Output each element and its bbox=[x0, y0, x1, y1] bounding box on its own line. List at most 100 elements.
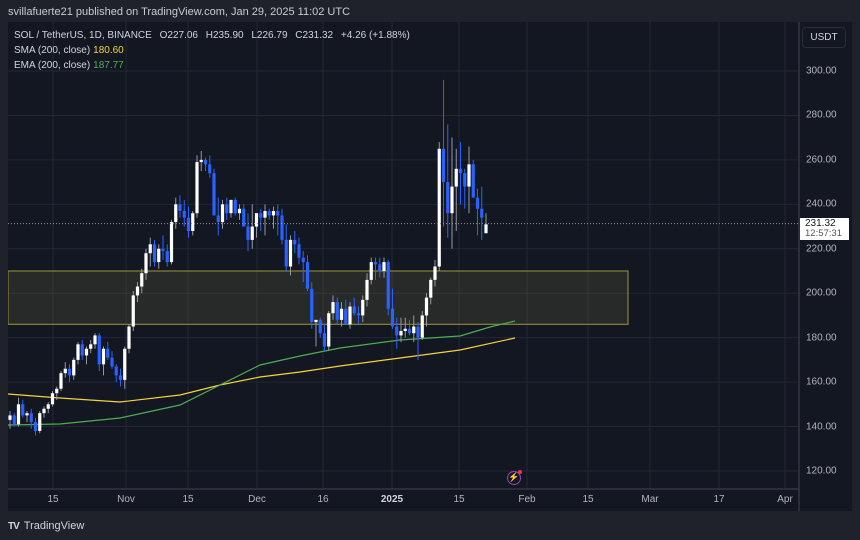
candle-down bbox=[208, 164, 212, 174]
symbol-title: SOL / TetherUS, 1D, BINANCE bbox=[14, 30, 152, 41]
candle-up bbox=[433, 266, 437, 280]
candle-up bbox=[237, 208, 242, 214]
time-axis-label: 17 bbox=[713, 494, 725, 505]
candle-up bbox=[8, 415, 12, 420]
candle-up bbox=[365, 279, 369, 300]
candle-up bbox=[484, 224, 488, 234]
candle-up bbox=[101, 348, 106, 365]
sma-label: SMA (200, close) bbox=[14, 45, 91, 56]
candle-down bbox=[344, 308, 348, 325]
time-axis-label: Apr bbox=[777, 494, 793, 505]
candle-up bbox=[420, 315, 424, 338]
ema-label: EMA (200, close) bbox=[14, 60, 91, 71]
candle-up bbox=[131, 295, 135, 327]
time-axis-label: 16 bbox=[317, 494, 329, 505]
candle-up bbox=[191, 213, 195, 231]
candle-up bbox=[220, 204, 225, 223]
current-price: 231.32 bbox=[805, 218, 836, 229]
candle-up bbox=[314, 319, 318, 323]
candle-up bbox=[135, 286, 140, 296]
candle-down bbox=[335, 302, 339, 320]
candle-down bbox=[216, 215, 220, 223]
candle-up bbox=[127, 326, 131, 349]
time-axis-label: Nov bbox=[117, 494, 135, 505]
candle-up bbox=[93, 335, 97, 345]
candle-down bbox=[284, 239, 288, 267]
candle-down bbox=[293, 239, 297, 245]
candle-up bbox=[144, 253, 148, 274]
candle-up bbox=[271, 210, 276, 216]
candle-down bbox=[80, 344, 84, 356]
time-axis-label: Mar bbox=[641, 494, 659, 505]
candle-up bbox=[369, 262, 373, 280]
candle-down bbox=[259, 213, 263, 218]
sma-200-line bbox=[8, 337, 516, 403]
notification-dot bbox=[518, 470, 522, 474]
candle-down bbox=[12, 415, 16, 425]
candle-down bbox=[318, 319, 322, 334]
high-value: H235.90 bbox=[205, 30, 244, 41]
candle-down bbox=[186, 217, 191, 231]
candle-up bbox=[403, 328, 407, 331]
candle-down bbox=[301, 257, 305, 263]
price-axis-label: 180.00 bbox=[806, 332, 837, 344]
candle-down bbox=[276, 210, 280, 216]
price-axis-label: 300.00 bbox=[806, 65, 837, 77]
price-axis-label: 200.00 bbox=[806, 287, 837, 299]
price-axis-label: 160.00 bbox=[806, 376, 837, 388]
candle-down bbox=[29, 413, 33, 423]
candle-down bbox=[246, 226, 250, 240]
candle-down bbox=[352, 306, 356, 314]
candle-down bbox=[390, 308, 395, 327]
candle-up bbox=[467, 164, 471, 187]
candle-down bbox=[471, 164, 475, 198]
candle-up bbox=[199, 159, 203, 163]
time-axis-label: Dec bbox=[248, 494, 266, 505]
candle-up bbox=[327, 313, 331, 347]
candle-up bbox=[169, 222, 174, 263]
candle-up bbox=[229, 199, 233, 214]
candle-down bbox=[356, 313, 361, 316]
candle-up bbox=[263, 210, 267, 218]
candle-down bbox=[242, 208, 246, 227]
candle-down bbox=[152, 244, 157, 263]
candle-down bbox=[395, 326, 399, 336]
candle-up bbox=[382, 262, 386, 271]
candle-up bbox=[42, 408, 46, 414]
bar-countdown: 12:57:31 bbox=[805, 228, 842, 239]
candle-down bbox=[458, 168, 463, 174]
candle-down bbox=[203, 159, 208, 165]
candle-down bbox=[480, 208, 484, 218]
lightning-icon[interactable]: ⚡ bbox=[507, 470, 522, 485]
candlestick-chart[interactable] bbox=[8, 22, 852, 511]
sma-legend-row[interactable]: SMA (200, close) 180.60 bbox=[14, 43, 410, 58]
chart-panel[interactable] bbox=[8, 22, 852, 511]
candle-up bbox=[148, 244, 152, 254]
candle-down bbox=[305, 262, 310, 289]
symbol-legend-row[interactable]: SOL / TetherUS, 1D, BINANCE O227.06 H235… bbox=[14, 28, 410, 43]
candle-down bbox=[475, 197, 480, 209]
candle-down bbox=[322, 333, 327, 347]
candle-down bbox=[225, 204, 229, 214]
candle-down bbox=[114, 366, 118, 376]
price-axis-label: 120.00 bbox=[806, 465, 837, 477]
candle-down bbox=[386, 262, 390, 309]
candle-down bbox=[106, 348, 110, 358]
candle-down bbox=[67, 368, 72, 376]
candle-up bbox=[250, 226, 254, 240]
time-axis-label: 2025 bbox=[380, 494, 404, 505]
sma-value: 180.60 bbox=[93, 45, 124, 56]
candle-up bbox=[339, 308, 344, 320]
candle-up bbox=[50, 393, 55, 405]
time-axis-label: 15 bbox=[182, 494, 194, 505]
candle-down bbox=[378, 264, 382, 271]
ema-legend-row[interactable]: EMA (200, close) 187.77 bbox=[14, 58, 410, 73]
candle-up bbox=[288, 239, 293, 267]
candle-up bbox=[254, 213, 259, 227]
currency-button[interactable]: USDT bbox=[802, 27, 846, 48]
candle-up bbox=[63, 368, 67, 374]
candle-up bbox=[195, 162, 199, 214]
price-axis-label: 260.00 bbox=[806, 154, 837, 166]
tradingview-logo: TV TradingView bbox=[8, 520, 84, 532]
change-value: +4.26 (+1.88%) bbox=[340, 30, 410, 41]
